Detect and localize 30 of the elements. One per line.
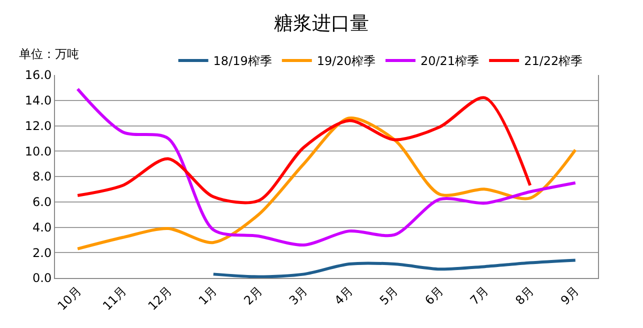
y-tick-label: 6.0 [32,195,52,210]
x-tick-label: 1月 [196,284,220,308]
legend-label: 21/22榨季 [524,54,583,68]
text: 单位：万吨 [19,47,79,61]
x-tick-label: 3月 [286,284,310,308]
x-tick-label: 5月 [376,284,401,308]
x-tick-label: 2月 [241,284,265,308]
x-tick-label: 7月 [467,284,492,308]
x-tick-label: 9月 [558,284,582,308]
y-tick-label: 12.0 [24,118,52,133]
x-tick-label: 6月 [422,284,446,308]
y-tick-label: 10.0 [24,144,52,158]
y-tick-label: 16.0 [24,68,52,82]
legend-label: 19/20榨季 [316,54,376,68]
line-series [212,258,577,278]
y-tick-label: 4.0 [32,220,52,234]
y-tick-label: 8.0 [32,170,52,184]
x-tick-label: 11月 [100,284,130,314]
y-tick-label: 2.0 [32,246,52,260]
x-tick-label: 4月 [332,284,356,308]
line-series [76,87,577,247]
y-tick-label: 14.0 [24,94,52,108]
x-tick-label: 12月 [145,284,174,314]
x-tick-label: 10月 [54,284,84,314]
x-tick-label: 8月 [512,284,536,308]
legend-label: 18/19榨季 [213,54,272,68]
line-series [76,116,577,250]
legend-label: 20/21榨季 [420,54,480,68]
chart-title: 糖浆进口量 [274,12,369,35]
y-tick-label: 0.0 [32,271,52,286]
